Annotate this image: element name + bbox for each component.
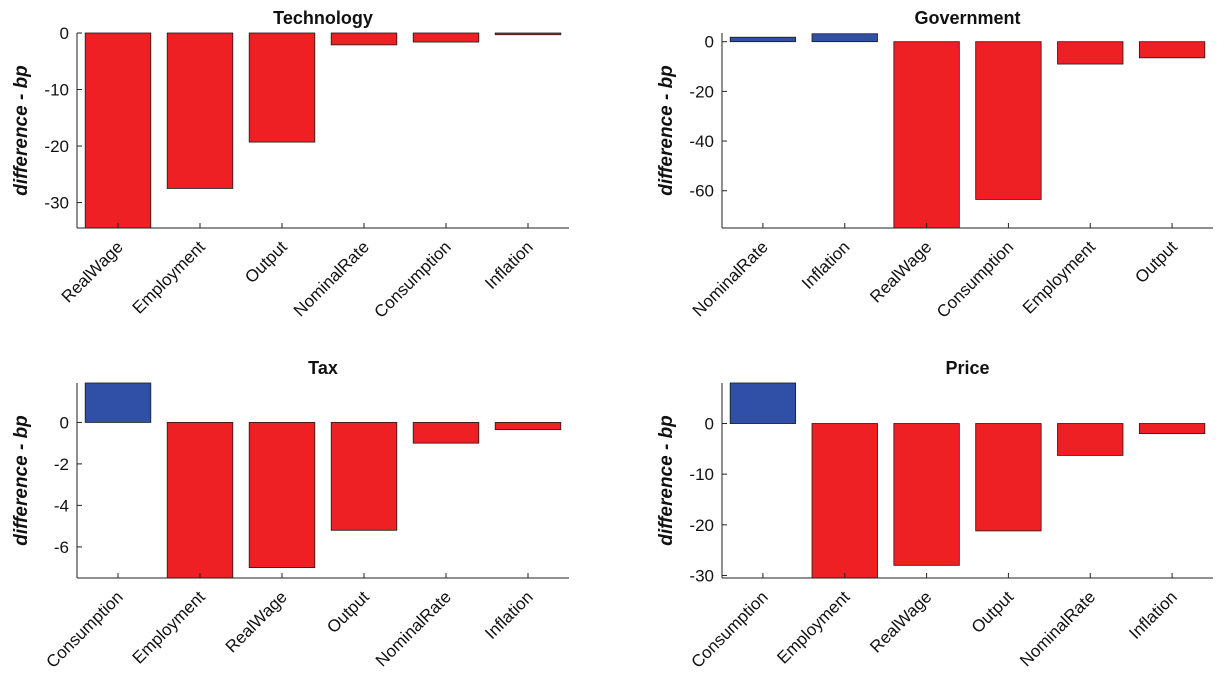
subplot-technology: 0 -10 -20 -30 RealWage Employment Output Nomina… bbox=[11, 8, 569, 322]
y-axis-label: difference - bp bbox=[11, 415, 32, 546]
bar bbox=[811, 33, 878, 43]
y-tick-label: -20 bbox=[44, 137, 69, 156]
y-axis-label: difference - bp bbox=[11, 65, 32, 196]
bar bbox=[811, 423, 878, 579]
bar bbox=[1057, 41, 1124, 65]
bar bbox=[412, 32, 480, 43]
bar bbox=[1138, 41, 1206, 59]
y-tick-label: -20 bbox=[689, 82, 714, 101]
subplot-government: 0 -20 -40 -60 NominalRate Inflation RealWageCo… bbox=[656, 8, 1213, 322]
bar bbox=[330, 32, 398, 46]
y-tick-label: -10 bbox=[689, 465, 714, 484]
x-tick-label: Employment bbox=[129, 587, 209, 667]
y-tick-label: -6 bbox=[54, 538, 69, 557]
y-tick-label: 0 bbox=[60, 413, 69, 432]
y-tick-label: -30 bbox=[44, 194, 69, 213]
x-tick-label: RealWage bbox=[58, 237, 127, 306]
bar bbox=[494, 32, 562, 36]
y-tick-label: -30 bbox=[689, 566, 714, 585]
x-tick-label: RealWage bbox=[222, 587, 291, 656]
bar bbox=[84, 382, 152, 423]
y-tick-label: -2 bbox=[54, 455, 69, 474]
x-tick-label: Output bbox=[323, 587, 373, 637]
x-tick-label: Inflation bbox=[481, 587, 537, 643]
subplot-price: 0 -10 -20 -30 Consumption Employment RealWage O… bbox=[656, 358, 1213, 672]
x-tick-label: Consumption bbox=[687, 587, 771, 671]
x-tick-label: Employment bbox=[1019, 237, 1099, 317]
bar bbox=[729, 36, 797, 43]
y-tick-label: 0 bbox=[705, 415, 714, 434]
y-axis-label: difference - bp bbox=[656, 65, 677, 196]
x-tick-label: Output bbox=[241, 237, 291, 287]
x-tick-label: Employment bbox=[773, 587, 853, 667]
bar bbox=[1057, 423, 1124, 456]
y-tick-label: -40 bbox=[689, 132, 714, 151]
x-tick-label: Output bbox=[1131, 237, 1181, 287]
x-tick-label: Output bbox=[968, 587, 1018, 637]
x-tick-label: Consumption bbox=[43, 587, 127, 671]
bar bbox=[412, 422, 480, 444]
x-tick-label: NominalRate bbox=[689, 237, 772, 320]
y-axis-label: difference - bp bbox=[656, 415, 677, 546]
x-tick-label: Inflation bbox=[798, 237, 854, 293]
x-tick-label: NominalRate bbox=[372, 587, 455, 670]
y-tick-label: 0 bbox=[705, 33, 714, 52]
x-tick-label: Employment bbox=[129, 237, 209, 317]
bar bbox=[166, 32, 234, 189]
x-tick-label: NominalRate bbox=[290, 237, 373, 320]
x-tick-label: NominalRate bbox=[1016, 587, 1099, 670]
bar bbox=[975, 41, 1042, 200]
x-tick-label: RealWage bbox=[866, 587, 935, 656]
chart-title: Price bbox=[945, 358, 989, 378]
chart-title: Technology bbox=[273, 8, 373, 28]
bar bbox=[248, 32, 316, 143]
x-tick-label: RealWage bbox=[866, 237, 935, 306]
y-tick-label: 0 bbox=[60, 24, 69, 43]
x-tick-label: Inflation bbox=[1125, 587, 1181, 643]
bar bbox=[975, 423, 1042, 532]
y-tick-label: -60 bbox=[689, 182, 714, 201]
chart-title: Government bbox=[914, 8, 1020, 28]
bar bbox=[893, 423, 960, 566]
y-tick-label: -10 bbox=[44, 81, 69, 100]
bar bbox=[494, 422, 562, 431]
bar bbox=[330, 422, 398, 531]
bar bbox=[248, 422, 316, 569]
bar bbox=[729, 382, 797, 424]
bar bbox=[1138, 423, 1206, 435]
y-tick-label: -4 bbox=[54, 496, 69, 515]
x-tick-label: Consumption bbox=[371, 237, 455, 321]
bar bbox=[893, 41, 960, 229]
chart-title: Tax bbox=[308, 358, 338, 378]
subplot-tax: 0 -2 -4 -6 Consumption Employment RealWage Outp… bbox=[11, 358, 569, 672]
y-tick-label: -20 bbox=[689, 516, 714, 535]
bar bbox=[84, 32, 152, 229]
bar bbox=[166, 422, 234, 579]
x-tick-label: Inflation bbox=[481, 237, 537, 293]
x-tick-label: Consumption bbox=[933, 237, 1017, 321]
